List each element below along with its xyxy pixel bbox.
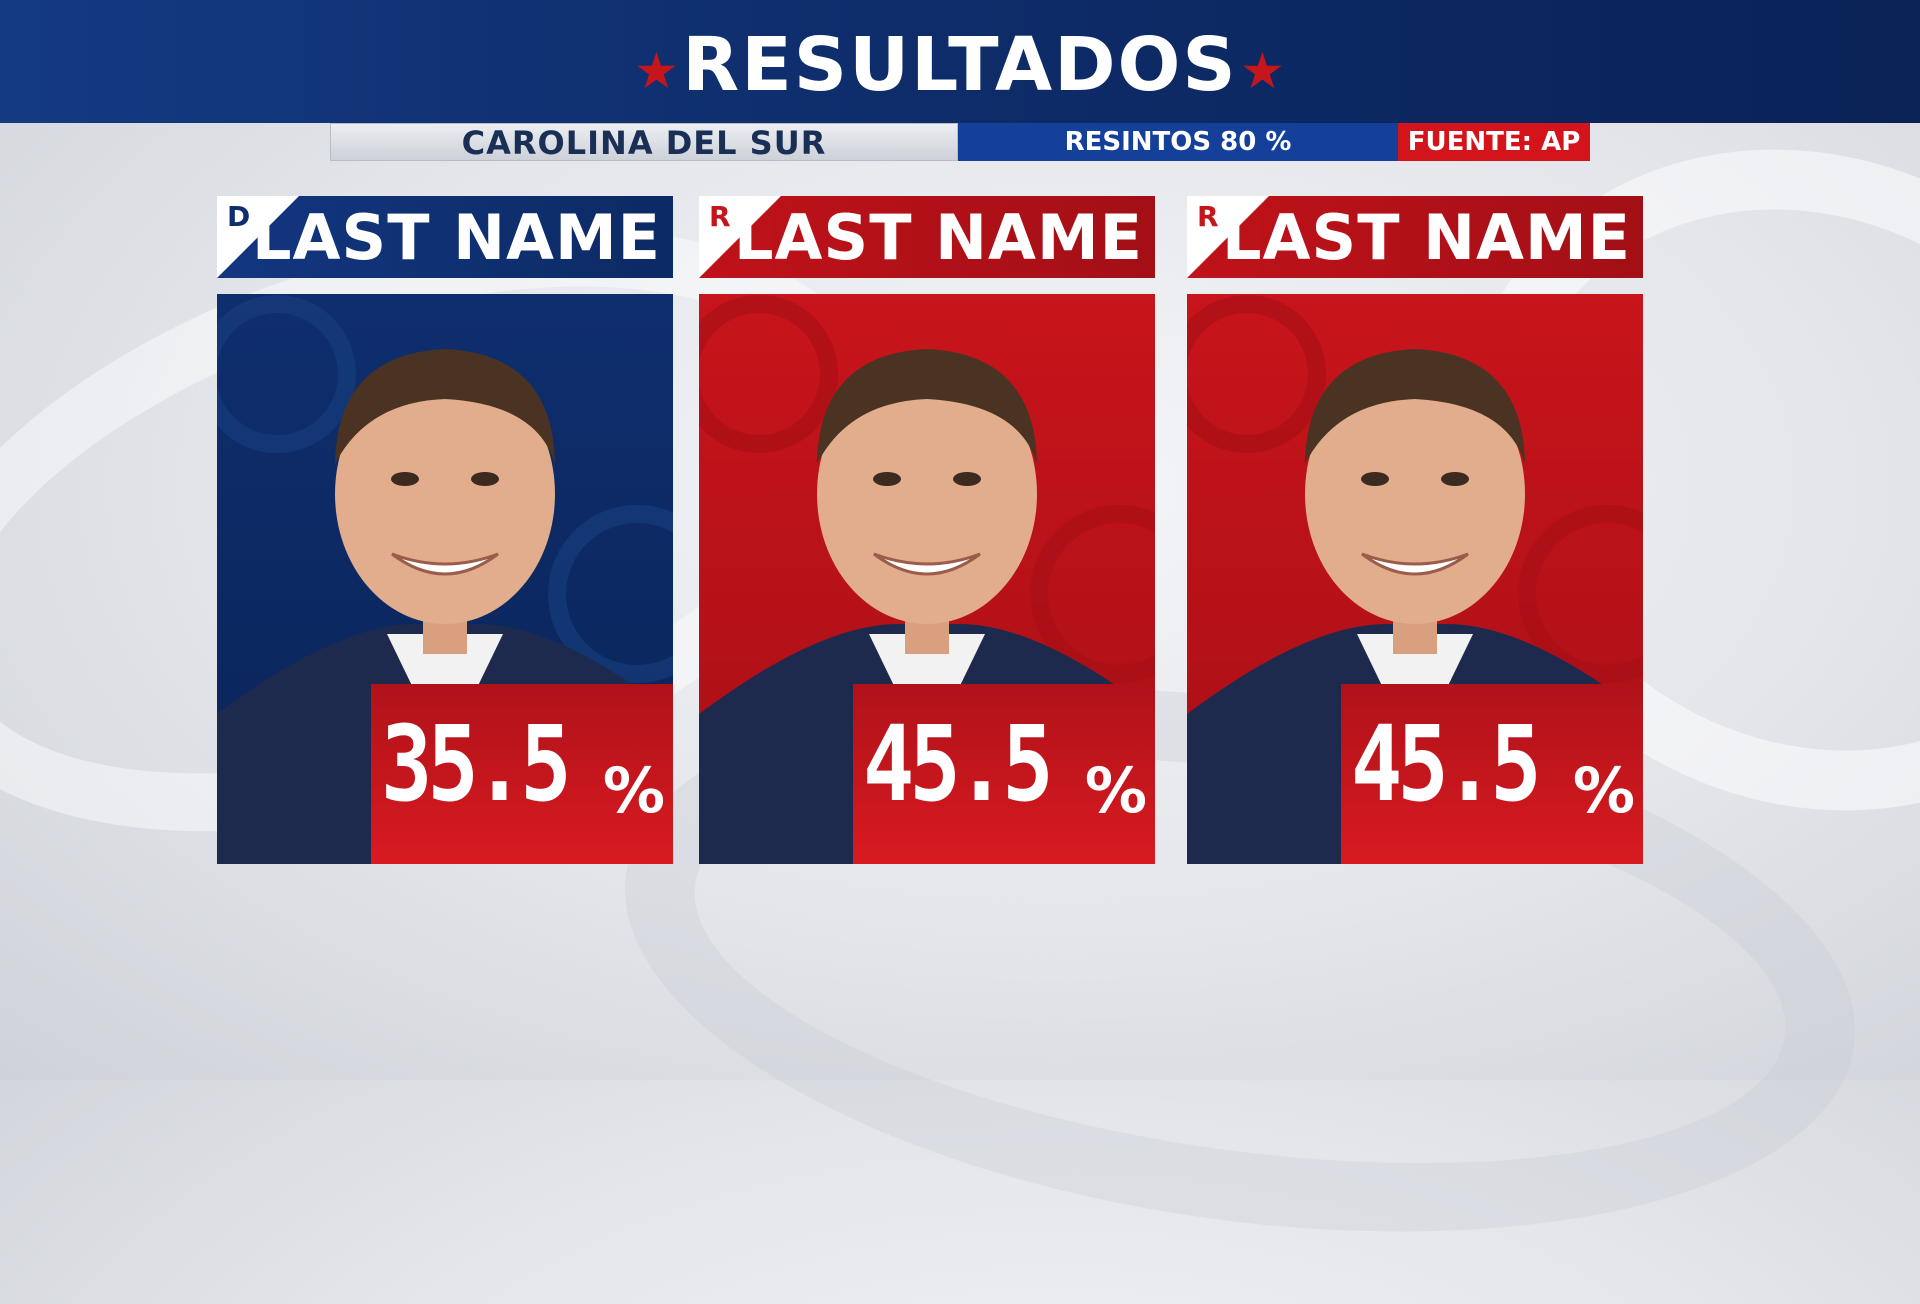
candidate-name: LAST NAME: [734, 201, 1143, 274]
percent-value: 35.5: [381, 703, 572, 825]
party-letter: D: [227, 200, 251, 233]
candidate-card: D LAST NAME 35.5 %: [217, 196, 673, 864]
percent-value: 45.5: [1351, 703, 1542, 825]
party-corner: [1187, 196, 1269, 278]
percent-box: 35.5 %: [371, 684, 673, 864]
star-icon: ★: [634, 42, 679, 100]
candidate-name-bar: D LAST NAME: [217, 196, 673, 278]
percent-box: 45.5 %: [1341, 684, 1643, 864]
percent-sign: %: [602, 754, 665, 827]
candidate-name-bar: R LAST NAME: [699, 196, 1155, 278]
party-letter: R: [709, 200, 731, 233]
candidate-name: LAST NAME: [1222, 201, 1631, 274]
candidate-card: R LAST NAME 45.5 %: [1187, 196, 1643, 864]
source-text: FUENTE: AP: [1407, 127, 1581, 157]
party-letter: R: [1197, 200, 1219, 233]
percent-value: 45.5: [863, 703, 1054, 825]
source-label: FUENTE: AP: [1398, 123, 1590, 161]
candidate-name-bar: R LAST NAME: [1187, 196, 1643, 278]
star-icon: ★: [1240, 42, 1285, 100]
precincts-label: RESINTOS 80 %: [958, 123, 1398, 161]
page-title: RESULTADOS: [682, 22, 1238, 108]
percent-box: 45.5 %: [853, 684, 1155, 864]
state-label: CAROLINA DEL SUR: [330, 123, 958, 162]
party-corner: [699, 196, 781, 278]
party-corner: [217, 196, 299, 278]
candidate-card: R LAST NAME 45.5 %: [699, 196, 1155, 864]
percent-sign: %: [1084, 754, 1147, 827]
percent-sign: %: [1572, 754, 1635, 827]
state-text: CAROLINA DEL SUR: [461, 124, 827, 162]
candidate-name: LAST NAME: [252, 201, 661, 274]
precincts-text: RESINTOS 80 %: [1064, 127, 1292, 157]
header-banner: ★ RESULTADOS ★: [0, 0, 1920, 123]
